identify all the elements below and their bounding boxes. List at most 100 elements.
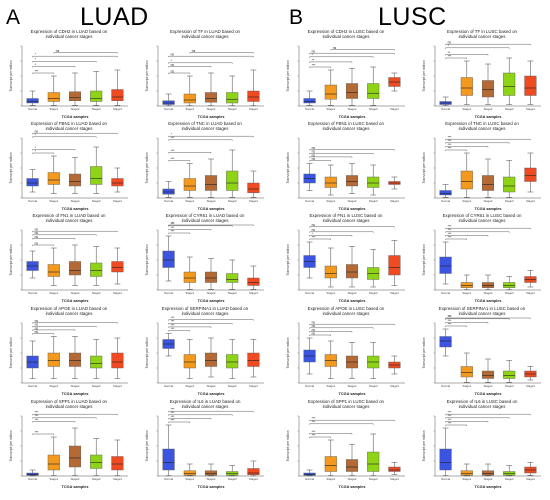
category-label: Stage1 [326,107,335,111]
category-label: Stage1 [185,199,194,203]
box-stage3 [503,160,516,198]
significance-label: ns [312,328,316,332]
significance-bracket [168,160,190,162]
category-label: Stage4 [249,384,258,388]
significance-label: *** [171,136,175,140]
boxplot-svg: Expression of FBN1 in LUSC based onindiv… [286,121,405,211]
boxplot-12: Expression of APOE in LUAD based on indiv… [6,305,132,397]
box-stage1 [183,163,196,198]
significance-bracket [309,235,353,237]
box-stage4 [111,69,124,106]
box-iqr [226,471,239,476]
category-label: Stage2 [348,199,357,203]
significance-bracket [309,153,374,155]
boxplot-4: Expression of FBN1 in LUAD based on indiv… [6,120,132,212]
boxplot-10: Expression of FN1 in LUSC based on indivi… [283,212,409,304]
category-label: Stage4 [249,291,258,295]
significance-bracket [32,66,76,68]
box-iqr [345,83,359,99]
box-stage3 [367,66,380,106]
box-iqr [460,282,473,288]
box-iqr [68,352,82,367]
box-iqr [68,91,82,101]
box-stage2 [345,444,359,476]
box-stage4 [247,339,260,378]
plot-title: Expression of CYR61 in LUAD based on [166,213,245,218]
x-axis-label: TCGA samples [198,485,225,489]
significance-bracket [168,323,233,325]
plot-title: individual cancer stages [182,218,230,223]
significance-label: *** [312,235,316,239]
box-iqr [324,456,337,472]
category-label: Normal [28,199,37,203]
box-stage2 [481,463,495,477]
box-stage4 [388,462,401,475]
significance-bracket [32,234,97,236]
significance-bracket [445,417,510,419]
significance-label: ns [35,231,39,235]
category-label: Normal [305,107,314,111]
significance-label: ns [312,50,316,54]
x-axis-label: TCGA samples [475,392,502,396]
significance-label: *** [448,418,452,422]
x-axis-label: TCGA samples [198,115,225,119]
significance-label: *** [448,319,452,323]
box-iqr [111,261,124,273]
plot-title: Expression of FN1 in LUSC based on [310,213,384,218]
boxplot-7: Expression of TNC in LUSC based on indivi… [419,120,545,212]
box-stage4 [388,176,401,190]
boxplot-svg: Expression of SERPINA1 in LUSC based oni… [422,306,541,396]
boxplot-svg: Expression of CYR61 in LUAD based onindi… [145,213,264,303]
boxplot-2: Expression of CDH2 in LUSC based on indiv… [283,28,409,120]
significance-label: * [312,232,314,236]
box-iqr [204,470,218,476]
significance-label: *** [35,69,39,73]
significance-label: * [35,133,37,137]
x-axis-label: TCGA samples [475,207,502,211]
box-iqr [204,175,218,191]
significance-label: *** [35,430,39,434]
significance-bracket [445,44,531,46]
box-normal [303,241,316,279]
box-stage3 [226,259,239,290]
significance-label: *** [312,417,316,421]
box-stage3 [367,433,380,476]
plot-title: individual cancer stages [323,126,371,131]
box-normal [162,181,175,198]
box-iqr [481,175,495,191]
x-axis-label: TCGA samples [339,207,366,211]
box-stage3 [503,360,516,383]
box-normal [26,250,39,279]
significance-label: * [35,146,37,150]
boxplot-14: Expression of APOE in LUSC based on indiv… [283,305,409,397]
significance-bracket [309,66,331,68]
box-stage4 [524,60,537,105]
x-axis-label: TCGA samples [62,207,89,211]
significance-label: *** [448,136,452,140]
significance-label: ns [312,223,316,227]
boxplot-9: Expression of CYR61 in LUAD based on indi… [142,212,268,304]
significance-bracket [309,324,395,326]
plot-title: individual cancer stages [46,126,94,131]
boxplot-1: Expression of TF in LUAD based on individ… [142,28,268,120]
significance-label: ns [312,150,316,154]
y-axis-label: Transcript per million [145,337,149,368]
category-label: Stage4 [113,477,122,481]
boxplot-5: Expression of TNC in LUAD based on indivi… [142,120,268,212]
category-label: Stage2 [348,477,357,481]
significance-label: *** [171,229,175,233]
box-iqr [26,98,39,104]
category-label: Stage4 [113,384,122,388]
box-stage1 [460,352,473,383]
significance-bracket [445,142,510,144]
significance-bracket [445,322,489,324]
box-stage3 [226,149,239,198]
box-iqr [439,256,452,274]
significance-bracket [32,136,97,138]
boxplot-16: Expression of SPP1 in LUAD based on indiv… [6,398,132,490]
category-label: Stage3 [228,199,237,203]
box-stage4 [247,265,260,290]
box-stage3 [367,249,380,288]
significance-bracket [445,47,510,49]
significance-label: *** [171,221,175,225]
